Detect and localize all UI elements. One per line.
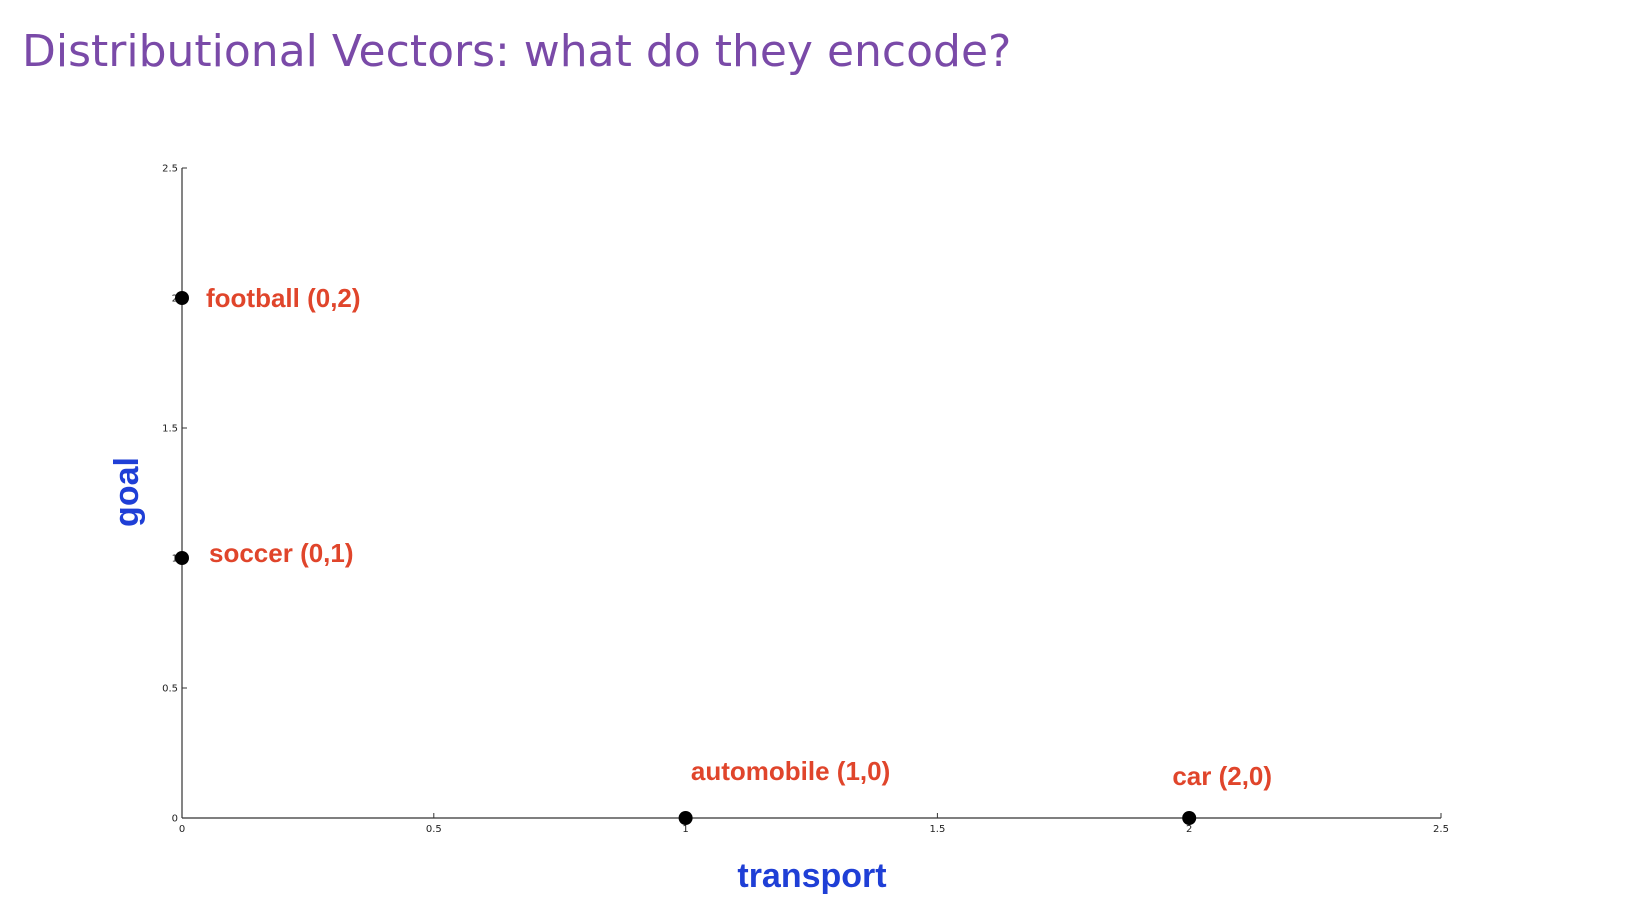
y-tick-label: 2 bbox=[172, 294, 178, 305]
point-label: car (2,0) bbox=[1172, 761, 1272, 791]
x-tick-label: 1 bbox=[682, 824, 688, 835]
x-tick-label: 2.5 bbox=[1433, 824, 1449, 835]
y-tick-label: 2.5 bbox=[162, 164, 178, 175]
x-tick-label: 0.5 bbox=[426, 824, 442, 835]
point-label: football (0,2) bbox=[206, 283, 361, 313]
y-tick-label: 1.5 bbox=[162, 424, 178, 435]
y-tick-label: 0.5 bbox=[162, 684, 178, 695]
data-point bbox=[678, 811, 693, 825]
x-tick-label: 0 bbox=[179, 824, 185, 835]
data-point bbox=[175, 551, 189, 565]
data-point bbox=[1182, 811, 1197, 825]
point-label: soccer (0,1) bbox=[209, 538, 354, 568]
y-axis-title: goal bbox=[108, 457, 146, 527]
x-tick-label: 2 bbox=[1186, 824, 1192, 835]
y-tick-label: 0 bbox=[172, 814, 178, 825]
data-points: football (0,2) soccer (0,1) automobile (1,… bbox=[175, 283, 1272, 825]
point-label: automobile (1,0) bbox=[691, 756, 890, 786]
x-tick-label: 1.5 bbox=[929, 824, 945, 835]
y-tick-label: 1 bbox=[172, 554, 178, 565]
x-axis-title: transport bbox=[737, 857, 886, 895]
slide-title: Distributional Vectors: what do they enc… bbox=[22, 26, 1012, 77]
data-point bbox=[175, 291, 189, 305]
axis-ticks: 0 0.5 1 1.5 2 2.5 0 0.5 1 1.5 2 2.5 bbox=[162, 164, 1449, 836]
